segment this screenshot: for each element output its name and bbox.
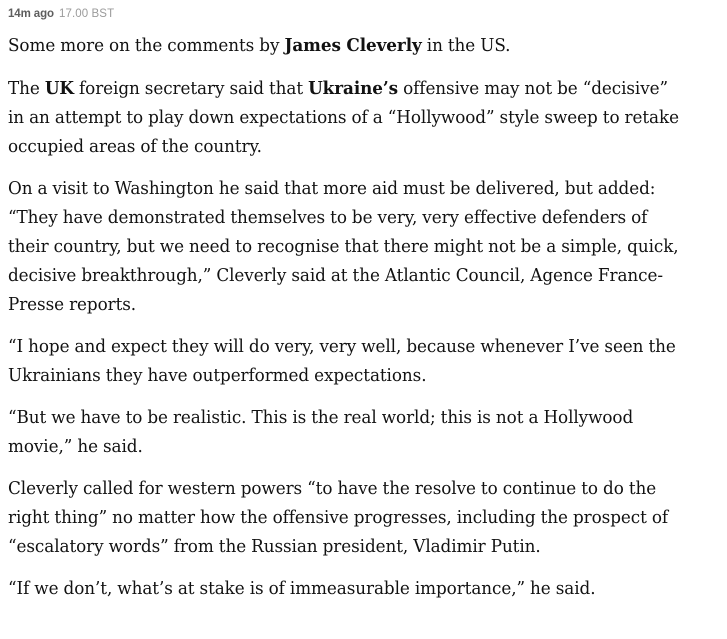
paragraph-intro: Some more on the comments by James Cleve…: [8, 35, 511, 56]
timestamp-clock: 17.00 BST: [58, 8, 115, 20]
bold-text: UK: [44, 78, 74, 99]
bold-text: Ukraine’s: [308, 78, 399, 99]
paragraph-western-powers: Cleverly called for western powers “to h…: [8, 479, 669, 557]
paragraph-foreign-secretary: The UK foreign secretary said that Ukrai…: [8, 78, 679, 157]
bold-text: James Cleverly: [284, 35, 422, 56]
timestamp-relative: 14m ago: [8, 8, 54, 20]
article-body: Some more on the comments by James Cleve…: [8, 31, 715, 604]
timestamp: 14m ago 17.00 BST: [8, 7, 715, 21]
liveblog-update-block: 14m ago 17.00 BST Some more on the commen…: [8, 7, 715, 604]
paragraph-hope-expect: “I hope and expect they will do very, ve…: [8, 337, 676, 386]
paragraph-realistic: “But we have to be realistic. This is th…: [8, 408, 634, 457]
paragraph-at-stake: “If we don’t, what’s at stake is of imme…: [8, 579, 596, 599]
paragraph-washington-visit: On a visit to Washington he said that mo…: [8, 179, 679, 315]
